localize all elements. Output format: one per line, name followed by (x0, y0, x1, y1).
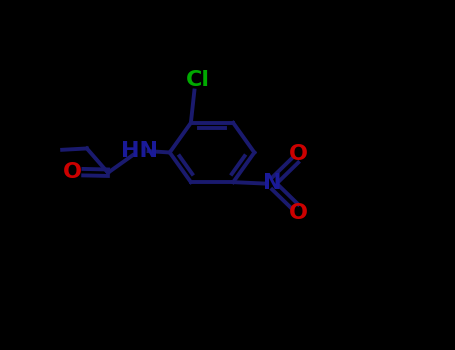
Text: O: O (289, 203, 308, 223)
Text: HN: HN (121, 141, 158, 161)
Text: Cl: Cl (186, 70, 210, 90)
Text: O: O (289, 144, 308, 164)
Text: O: O (63, 162, 82, 182)
Text: N: N (263, 174, 281, 194)
